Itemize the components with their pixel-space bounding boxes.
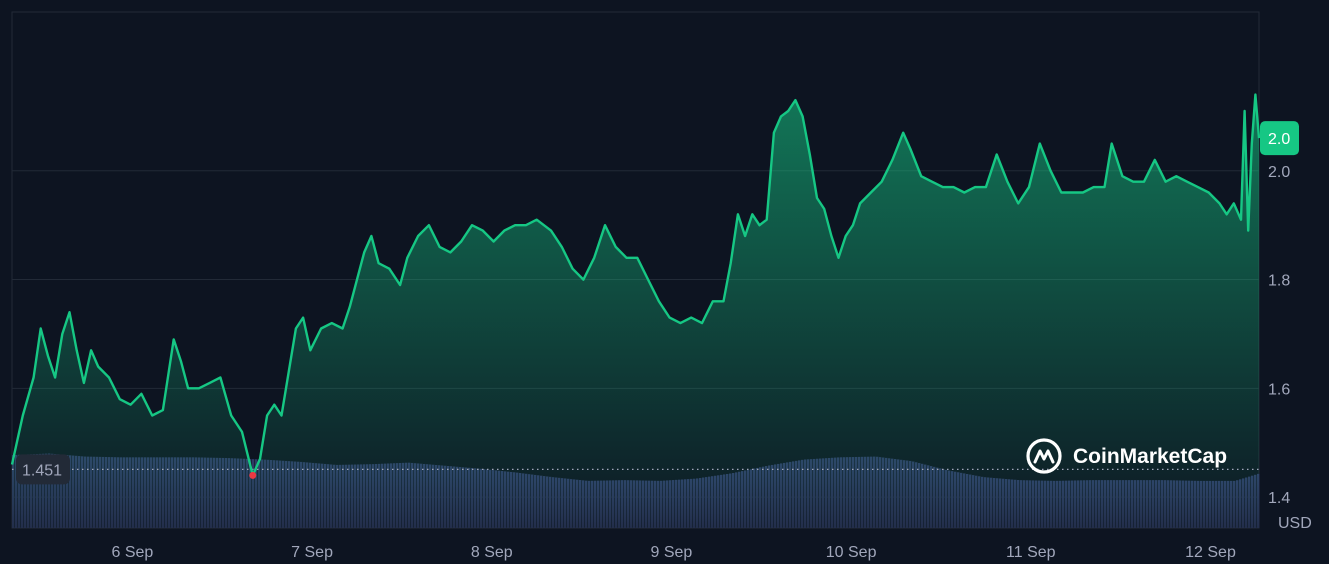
coinmarketcap-watermark: CoinMarketCap <box>1026 438 1227 474</box>
y-axis: 1.4 1.6 1.8 2.0 <box>1268 164 1290 507</box>
y-tick-label: 2.0 <box>1268 164 1290 181</box>
x-tick-label: 12 Sep <box>1185 544 1236 561</box>
x-tick-label: 9 Sep <box>651 544 693 561</box>
y-tick-label: 1.4 <box>1268 490 1290 507</box>
price-line <box>10 93 1261 477</box>
x-tick-label: 7 Sep <box>291 544 333 561</box>
x-axis: 6 Sep 7 Sep 8 Sep 9 Sep 10 Sep 11 Sep 12 Sep <box>111 544 1235 561</box>
current-price-label: 2.0 <box>1268 131 1290 148</box>
x-tick-label: 11 Sep <box>1006 544 1056 561</box>
current-price-badge: 2.0 <box>1260 121 1299 156</box>
currency-label: USD <box>1278 515 1312 532</box>
low-point-marker <box>249 471 257 479</box>
x-tick-label: 10 Sep <box>826 544 877 561</box>
y-tick-label: 1.8 <box>1268 273 1290 290</box>
reference-price-badge: 1.451 <box>16 454 70 485</box>
brand-name: CoinMarketCap <box>1073 445 1227 468</box>
reference-price-label: 1.451 <box>22 462 62 479</box>
y-tick-label: 1.6 <box>1268 381 1290 398</box>
x-tick-label: 6 Sep <box>111 544 153 561</box>
coinmarketcap-logo-icon <box>1026 438 1062 474</box>
price-area <box>12 94 1259 528</box>
x-tick-label: 8 Sep <box>471 544 513 561</box>
